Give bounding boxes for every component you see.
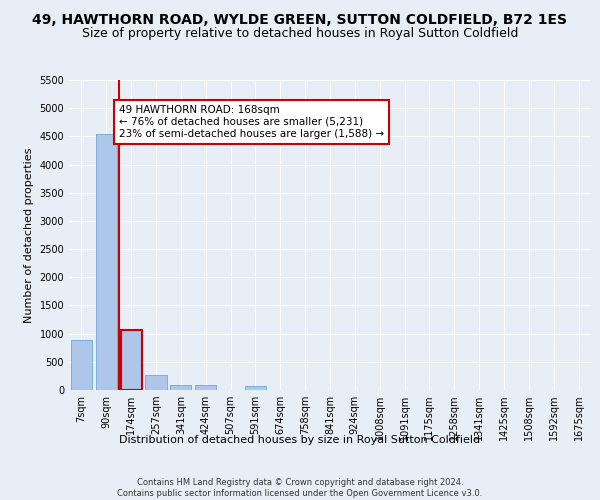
Bar [170, 385, 191, 390]
Bar [195, 386, 216, 390]
Text: 49, HAWTHORN ROAD, WYLDE GREEN, SUTTON COLDFIELD, B72 1ES: 49, HAWTHORN ROAD, WYLDE GREEN, SUTTON C… [32, 12, 568, 26]
Bar [145, 375, 167, 390]
Text: Distribution of detached houses by size in Royal Sutton Coldfield: Distribution of detached houses by size … [119, 435, 481, 445]
Text: Contains HM Land Registry data © Crown copyright and database right 2024.
Contai: Contains HM Land Registry data © Crown c… [118, 478, 482, 498]
Text: Size of property relative to detached houses in Royal Sutton Coldfield: Size of property relative to detached ho… [82, 28, 518, 40]
Text: 49 HAWTHORN ROAD: 168sqm
← 76% of detached houses are smaller (5,231)
23% of sem: 49 HAWTHORN ROAD: 168sqm ← 76% of detach… [119, 106, 384, 138]
Bar [245, 386, 266, 390]
Y-axis label: Number of detached properties: Number of detached properties [24, 148, 34, 322]
Bar [71, 340, 92, 390]
Bar [121, 330, 142, 390]
Bar [96, 134, 117, 390]
